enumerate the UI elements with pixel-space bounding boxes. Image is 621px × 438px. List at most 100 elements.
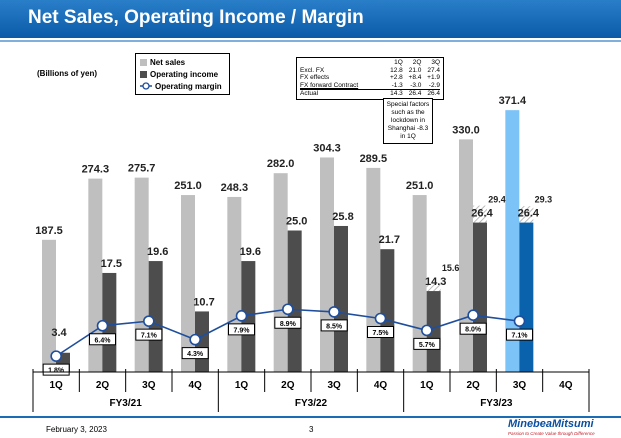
fx-table-cell: 12.8 [390,66,403,74]
hatched-bar [473,205,487,223]
margin-label-box [181,347,209,360]
operating-income-bar [380,249,395,372]
margin-label-box [413,337,441,350]
operating-income-label: 25.0 [286,216,307,228]
chart: 187.5 3.4 274.3 17.5 275.7 19.6 251.0 10.7 248.3… [32,95,590,412]
margin-label: 4.3% [187,351,204,358]
operating-income-label: 26.4 [471,208,493,220]
operating-income-label: 21.7 [379,234,400,246]
footer-divider [0,416,621,418]
fx-table-cell: 26.4 [421,89,440,98]
fx-table-cell: 14.3 [384,89,403,98]
title-bar: Net Sales, Operating Income / Margin [0,0,621,38]
page-number: 3 [309,425,314,434]
net-sales-label: 330.0 [452,124,480,136]
margin-marker-icon [140,82,152,90]
net-sales-swatch [140,58,147,66]
margin-label: 8.0% [465,327,482,334]
operating-income-swatch [140,70,147,78]
fx-table-cell: -1.3 [391,81,403,89]
quarter-label: 1Q [49,380,63,391]
net-sales-label: 251.0 [174,180,202,192]
net-sales-label: 371.4 [499,95,527,107]
operating-income-label: 14.3 [425,276,446,288]
fiscal-year-label: FY3/23 [480,398,513,409]
operating-income-label: 3.4 [51,327,67,339]
operating-margin-point [513,315,526,327]
hatched-label: 15.6 [442,263,460,273]
fx-table-cell: Excl. FX [300,66,325,74]
operating-income-bar [102,272,117,372]
margin-label: 7.5% [373,330,390,337]
fx-table-cell: +8.4 [408,74,422,81]
margin-label-box [274,316,302,329]
margin-label: 7.9% [234,327,251,334]
quarter-label: 2Q [96,380,110,391]
quarter-label: 4Q [188,380,202,391]
quarter-label: 2Q [466,380,480,391]
operating-income-label: 26.4 [518,208,540,220]
operating-margin-point [96,319,109,332]
fx-table-cell: Actual [300,89,385,98]
operating-income-bar [241,261,256,372]
footer-date: February 3, 2023 [46,425,107,434]
legend-label: Net sales [150,57,186,67]
operating-income-bar [426,291,441,372]
net-sales-label: 289.5 [360,153,388,165]
operating-income-label: 25.8 [332,211,353,223]
margin-label: 8.5% [326,323,343,330]
fx-table-cell: +1.9 [427,74,440,81]
operating-margin-point [421,324,433,337]
fx-table-cell: +2.8 [389,74,403,81]
net-sales-label: 248.3 [221,182,249,194]
quarter-label: 1Q [235,380,249,391]
fx-table-cell: 3Q [431,59,440,66]
legend-label: Operating margin [155,81,222,91]
net-sales-label: 304.3 [313,142,341,154]
operating-income-label: 19.6 [240,246,261,258]
margin-label-box [42,363,70,376]
operating-income-bar [334,225,348,372]
operating-margin-point [467,309,479,322]
margin-label-box [89,333,116,346]
fx-table-row: Actual 14.3 26.4 26.4 [300,89,440,98]
fx-table: 1Q 2Q 3Q Excl. FX 12.8 21.0 27.4 FX effects +2.8… [296,57,444,100]
margin-label: 7.1% [141,333,158,340]
margin-label-box [459,322,487,335]
fx-table-cell: -3.0 [410,81,422,89]
net-sales-bar [227,196,242,372]
margin-label-box [367,326,394,338]
quarter-label: 3Q [513,380,527,391]
quarter-label: 1Q [420,380,434,391]
operating-margin-point [282,303,294,316]
operating-income-label: 19.6 [147,246,168,258]
net-sales-label: 282.0 [267,158,295,170]
margin-label: 8.9% [280,321,297,328]
operating-income-bar [473,222,487,372]
margin-label-box [135,328,163,341]
operating-margin-point [328,306,340,318]
fx-table-row: Excl. FX 12.8 21.0 27.4 [300,67,440,75]
quarter-label: 4Q [559,380,573,391]
unit-label: (Billions of yen) [37,69,97,78]
hatched-label: 29.4 [488,195,506,205]
margin-label-box [506,328,533,341]
operating-income-label: 17.5 [101,258,122,270]
margin-label: 7.1% [512,333,529,340]
net-sales-label: 275.7 [128,163,156,175]
fiscal-year-label: FY3/22 [295,398,328,409]
net-sales-bar [134,177,149,372]
page-title: Net Sales, Operating Income / Margin [28,7,364,28]
operating-income-label: 10.7 [193,296,214,308]
legend-operating-margin: Operating margin [140,80,225,92]
logo-tagline: Passion to Create Value through Differen… [508,431,595,436]
quarter-label: 4Q [374,380,388,391]
operating-margin-point [374,312,387,325]
operating-margin-point [143,315,155,327]
fx-table-cell: 21.0 [408,66,422,74]
operating-margin-point [235,310,248,322]
fiscal-year-label: FY3/21 [110,398,143,409]
fx-table-cell: 27.4 [427,66,440,74]
operating-income-bar [287,230,302,372]
quarter-label: 2Q [281,380,295,391]
